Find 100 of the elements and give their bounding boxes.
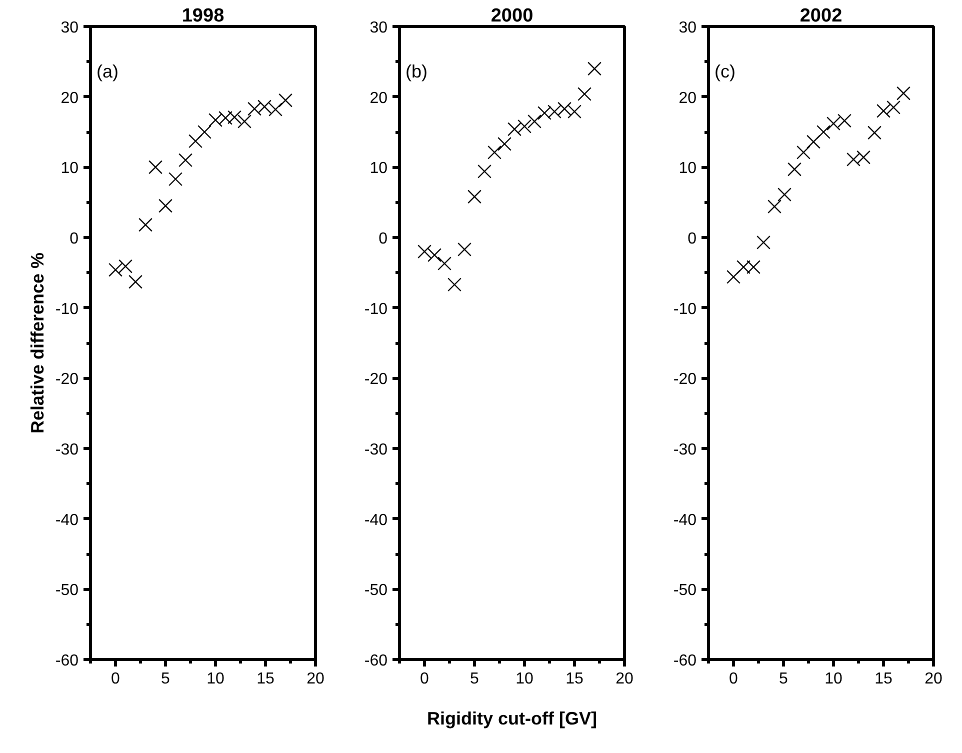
y-tick-label: -10 bbox=[673, 300, 697, 318]
point bbox=[768, 200, 782, 214]
point bbox=[868, 126, 882, 140]
point bbox=[498, 136, 512, 151]
point bbox=[896, 86, 910, 100]
point bbox=[168, 172, 182, 186]
point bbox=[756, 235, 770, 250]
y-tick-label: 20 bbox=[370, 90, 388, 107]
point bbox=[796, 145, 810, 160]
point bbox=[128, 274, 142, 289]
annotation: (b) bbox=[406, 62, 428, 82]
point bbox=[438, 256, 452, 270]
y-tick-label: -10 bbox=[364, 300, 388, 318]
x-tick-label: 20 bbox=[924, 670, 942, 688]
point bbox=[488, 145, 502, 160]
y-tick-label: -50 bbox=[673, 582, 697, 600]
y-tick-label: -60 bbox=[55, 652, 79, 670]
y-tick-label: -40 bbox=[364, 512, 388, 529]
point bbox=[208, 113, 222, 128]
point bbox=[816, 125, 830, 139]
point bbox=[148, 160, 162, 174]
point bbox=[508, 122, 522, 136]
y-tick-label: -20 bbox=[55, 371, 79, 388]
x-tick-label: 0 bbox=[729, 670, 738, 688]
point bbox=[886, 100, 900, 114]
point bbox=[158, 198, 172, 213]
point bbox=[108, 262, 122, 277]
point bbox=[838, 114, 852, 128]
y-tick-label: -40 bbox=[673, 512, 697, 529]
chart-title: 2002 bbox=[800, 6, 842, 26]
x-tick-label: 5 bbox=[161, 670, 170, 688]
y-tick-label: -20 bbox=[673, 371, 697, 388]
y-tick-label: 0 bbox=[688, 230, 697, 248]
y-tick-label: -40 bbox=[55, 512, 79, 529]
x-tick-label: 15 bbox=[566, 670, 584, 688]
y-tick-label: 10 bbox=[370, 160, 388, 178]
point bbox=[826, 116, 840, 131]
annotation: (c) bbox=[714, 62, 736, 82]
chart-title: 2000 bbox=[490, 6, 534, 26]
point bbox=[468, 190, 482, 204]
point bbox=[518, 119, 532, 134]
y-tick-label: -50 bbox=[55, 582, 79, 600]
point bbox=[588, 62, 602, 76]
point bbox=[238, 114, 252, 128]
point bbox=[458, 242, 472, 256]
chart-title: 1998 bbox=[182, 6, 224, 26]
y-tick-label: 0 bbox=[70, 230, 79, 248]
point bbox=[876, 104, 890, 118]
y-tick-label: 30 bbox=[60, 20, 79, 36]
x-tick-label: 20 bbox=[306, 670, 324, 688]
y-tick-label: -60 bbox=[673, 652, 697, 670]
point bbox=[118, 259, 132, 274]
point bbox=[178, 153, 192, 168]
point bbox=[778, 188, 792, 202]
y-tick-label: -20 bbox=[364, 371, 388, 388]
point bbox=[268, 102, 282, 116]
y-tick-label: 10 bbox=[678, 160, 697, 178]
point bbox=[568, 104, 582, 119]
point bbox=[248, 102, 262, 116]
point bbox=[558, 102, 572, 116]
point bbox=[218, 110, 232, 125]
point bbox=[856, 150, 870, 164]
point bbox=[428, 248, 442, 262]
point bbox=[258, 100, 272, 114]
y-tick-label: 30 bbox=[370, 20, 388, 36]
x-axis-title: Rigidity cut-off [GV] bbox=[427, 708, 597, 728]
y-tick-label: 30 bbox=[678, 20, 697, 36]
x-tick-label: 15 bbox=[874, 670, 892, 688]
y-tick-label: -30 bbox=[364, 442, 388, 458]
point bbox=[528, 114, 542, 128]
y-tick-label: 0 bbox=[378, 230, 388, 248]
y-tick-label: -60 bbox=[364, 652, 388, 670]
y-tick-label: -30 bbox=[673, 442, 697, 458]
point bbox=[448, 278, 462, 292]
point bbox=[278, 93, 292, 108]
point bbox=[846, 152, 860, 166]
point bbox=[418, 244, 432, 259]
x-tick-label: 10 bbox=[824, 670, 842, 688]
point bbox=[788, 162, 802, 176]
y-axis-title: Relative difference % bbox=[27, 252, 48, 434]
point bbox=[228, 110, 242, 124]
y-tick-label: -50 bbox=[364, 582, 388, 600]
x-tick-label: 0 bbox=[111, 670, 120, 688]
x-tick-label: 0 bbox=[420, 670, 430, 688]
y-tick-label: 20 bbox=[678, 90, 697, 107]
y-tick-label: 20 bbox=[60, 90, 79, 107]
x-tick-label: 5 bbox=[470, 670, 480, 688]
y-tick-label: -10 bbox=[55, 300, 79, 318]
y-tick-label: -30 bbox=[55, 442, 79, 458]
point bbox=[138, 218, 152, 232]
point bbox=[478, 164, 492, 178]
point bbox=[726, 270, 740, 284]
y-tick-label: 10 bbox=[60, 160, 79, 178]
point bbox=[806, 134, 820, 149]
point bbox=[198, 125, 212, 139]
x-tick-label: 10 bbox=[516, 670, 534, 688]
x-tick-label: 10 bbox=[206, 670, 224, 688]
x-tick-label: 20 bbox=[616, 670, 634, 688]
point bbox=[578, 87, 592, 101]
point bbox=[188, 134, 202, 148]
